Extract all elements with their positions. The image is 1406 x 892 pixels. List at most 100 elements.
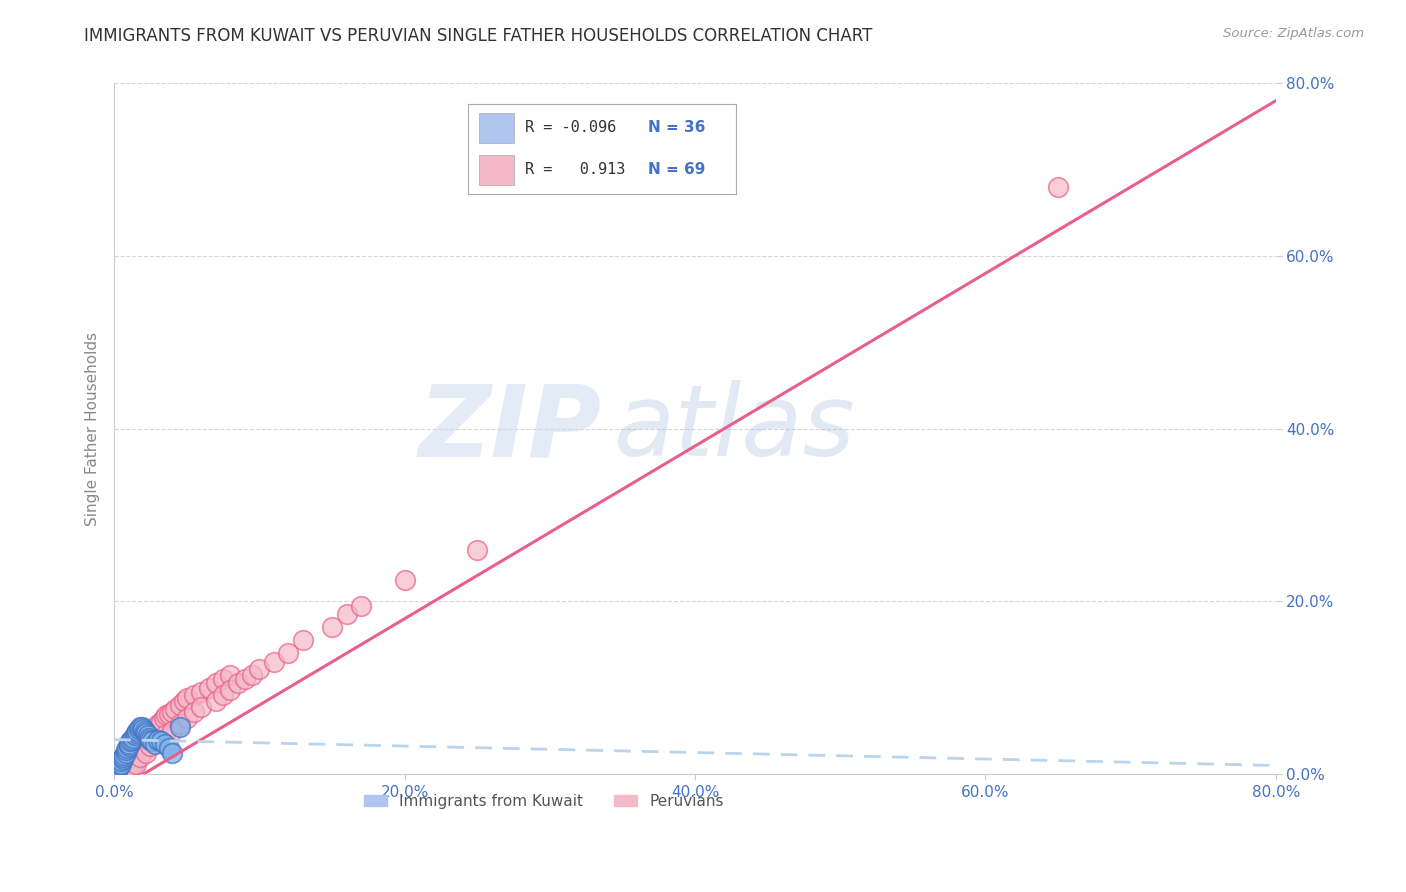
Point [162,705,184,719]
Y-axis label: Single Father Households: Single Father Households [86,332,100,526]
Point [114,746,136,760]
Point [146,734,169,748]
Point [122,731,145,745]
Point [190,699,212,714]
Point [112,748,135,763]
Text: atlas: atlas [613,380,855,477]
Point [176,691,198,706]
Point [212,672,235,686]
Point [132,737,155,751]
Point [110,758,132,772]
Point [247,662,270,676]
Point [183,705,205,719]
Point [139,739,162,754]
Point [139,732,162,747]
Point [139,728,162,742]
Point [135,746,157,760]
Text: Source: ZipAtlas.com: Source: ZipAtlas.com [1223,27,1364,40]
Point [169,720,191,734]
Point [291,633,314,648]
Point [107,760,129,774]
Point [240,668,263,682]
Point [143,737,166,751]
Point [277,646,299,660]
Point [138,731,160,745]
Point [350,599,373,613]
Point [149,715,172,730]
Point [132,723,155,737]
Point [465,542,488,557]
Point [121,758,143,772]
Point [143,720,166,734]
Point [108,758,131,772]
Point [118,763,141,777]
Point [134,739,156,754]
Point [118,739,141,754]
Point [141,723,163,738]
Point [149,734,172,748]
Point [125,756,148,771]
Point [127,748,149,763]
Point [128,743,150,757]
Text: ZIP: ZIP [419,380,602,477]
Point [129,720,152,734]
Point [120,734,142,748]
Point [118,763,141,777]
Point [118,737,141,751]
Point [125,754,148,768]
Point [169,717,191,731]
Point [136,728,159,742]
Point [129,749,152,764]
Point [105,763,128,777]
Point [146,732,169,747]
Point [212,688,235,702]
Point [135,734,157,748]
Legend: Immigrants from Kuwait, Peruvians: Immigrants from Kuwait, Peruvians [359,788,730,814]
Point [121,760,143,774]
Point [117,741,139,756]
Point [110,756,132,771]
Point [155,708,177,723]
Point [111,749,134,764]
Point [153,737,176,751]
Point [226,676,249,690]
Point [219,668,242,682]
Point [190,685,212,699]
Point [112,760,135,774]
Point [183,688,205,702]
Point [146,717,169,731]
Point [176,711,198,725]
Point [124,746,146,760]
Point [205,694,228,708]
Point [321,620,343,634]
Point [205,676,228,690]
Point [162,723,184,738]
Point [131,720,153,734]
Point [138,731,160,745]
Point [141,734,163,748]
Point [120,751,142,765]
Point [114,756,136,771]
Point [335,607,357,622]
Point [157,741,180,756]
Point [153,728,176,742]
Point [173,694,195,708]
Point [142,725,165,739]
Point [122,749,145,764]
Point [111,751,134,765]
Point [263,655,285,669]
Point [129,741,152,756]
Point [127,723,149,738]
Point [121,732,143,747]
Point [162,746,184,760]
Point [394,573,416,587]
Point [110,754,132,768]
Point [145,723,167,737]
Point [125,725,148,739]
Point [134,723,156,738]
Point [157,706,180,721]
Text: IMMIGRANTS FROM KUWAIT VS PERUVIAN SINGLE FATHER HOUSEHOLDS CORRELATION CHART: IMMIGRANTS FROM KUWAIT VS PERUVIAN SINGL… [84,27,873,45]
Point [135,725,157,739]
Point [131,746,153,760]
Point [128,723,150,737]
